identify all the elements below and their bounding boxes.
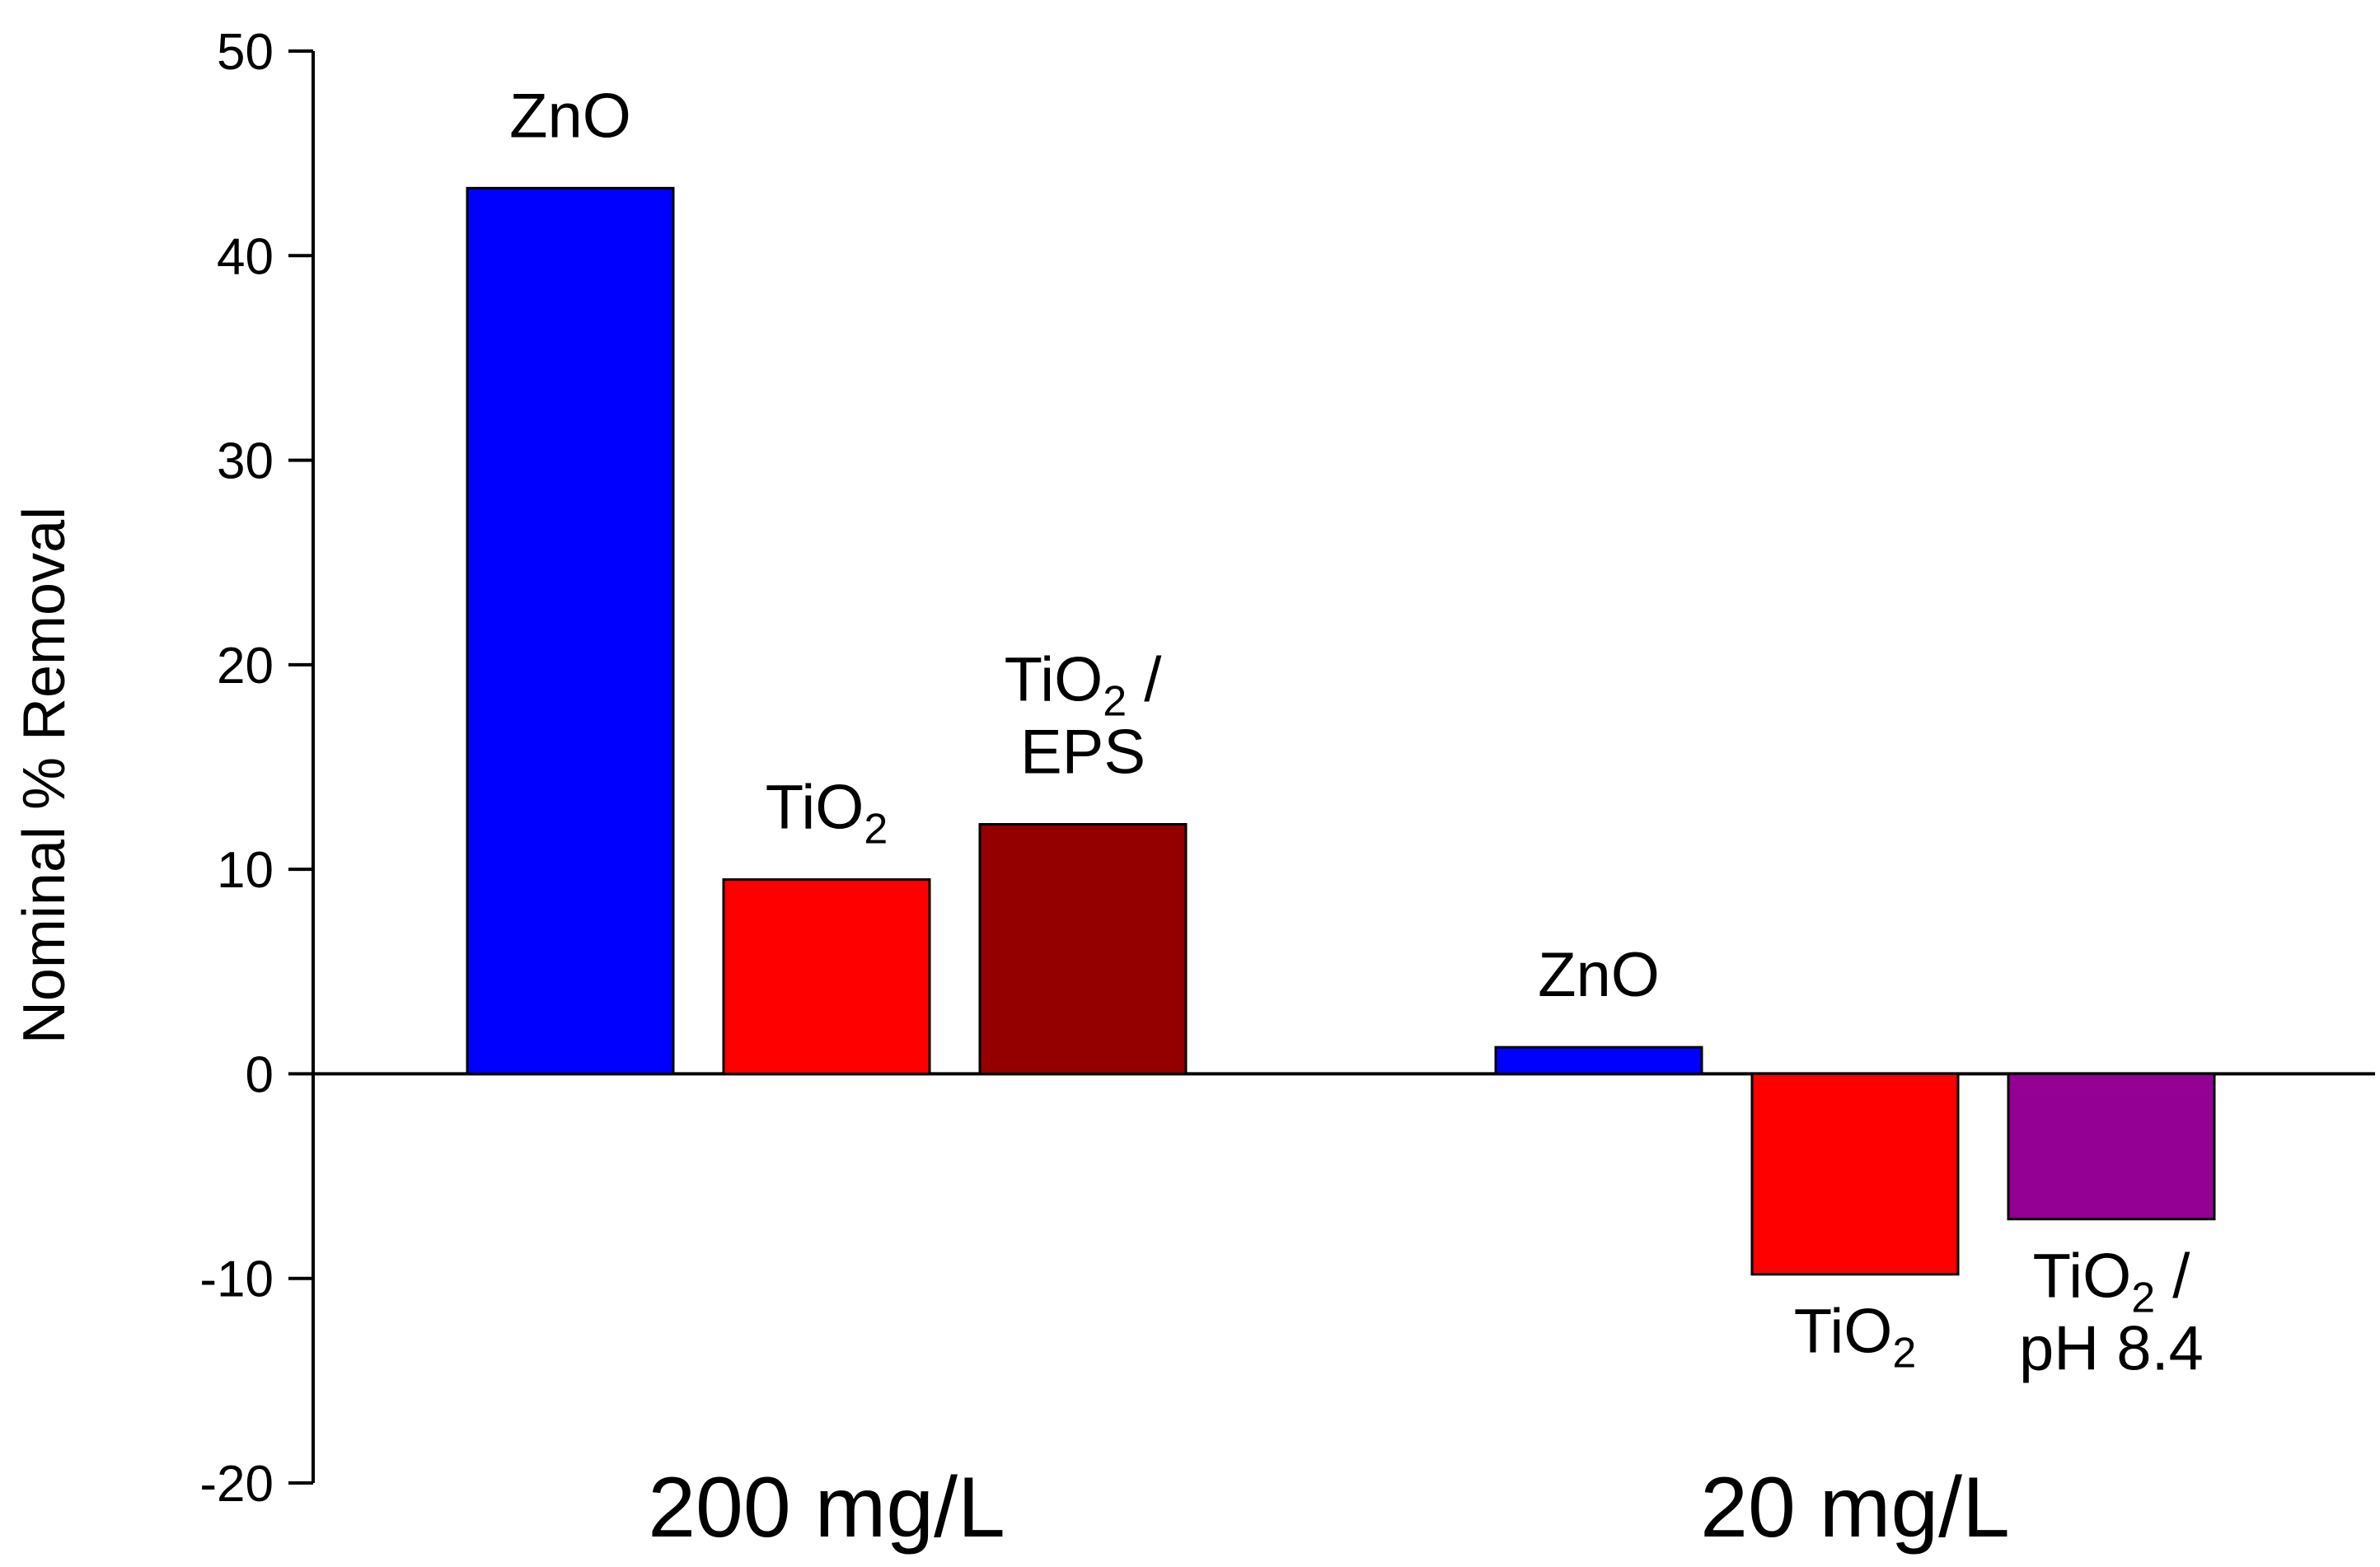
bars: [466, 186, 2216, 1276]
bar-label: TiO2: [1794, 1297, 1917, 1378]
bar-label: TiO2 /pH 8.4: [2019, 1242, 2204, 1384]
bar: [722, 878, 931, 1075]
bar-labels: ZnO TiO2 TiO2 /EPS 200 mg/L ZnO TiO2 TiO2 /pH …: [509, 81, 2204, 1555]
bar: [1750, 1072, 1960, 1276]
bar: [1494, 1045, 1703, 1075]
bar-label: TiO2 /EPS: [1005, 645, 1163, 788]
bar: [2007, 1072, 2216, 1221]
y-tick-label: -10: [199, 1251, 274, 1308]
y-axis-title: Nominal % Removal: [12, 507, 77, 1044]
y-tick-label: -20: [199, 1456, 274, 1513]
category-label: 200 mg/L: [648, 1460, 1005, 1555]
y-tick-label: 20: [217, 638, 274, 695]
axes: -20 -10 0 10 20 30 40 50 Nominal % Removal: [12, 24, 2375, 1513]
bar-label: TiO2: [766, 773, 888, 854]
bar: [466, 186, 675, 1075]
bar-label: ZnO: [509, 81, 631, 151]
y-tick-label: 0: [246, 1046, 274, 1103]
bar-label: ZnO: [1538, 940, 1660, 1010]
category-label: 20 mg/L: [1700, 1460, 2010, 1555]
y-tick-label: 30: [217, 433, 274, 490]
y-tick-label: 40: [217, 228, 274, 285]
y-tick-label: 50: [217, 24, 274, 81]
bar: [978, 823, 1188, 1075]
y-tick-label: 10: [217, 842, 274, 899]
